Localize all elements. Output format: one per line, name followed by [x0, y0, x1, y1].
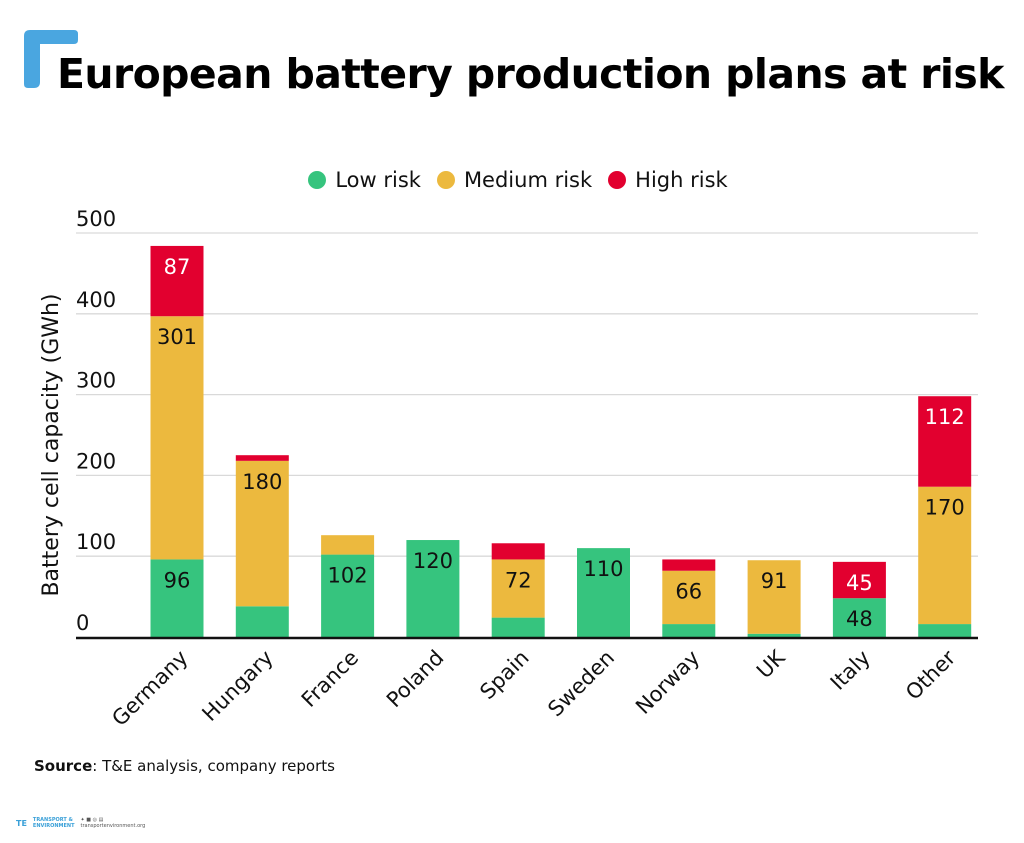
brand-corner-icon: [24, 30, 78, 88]
data-label: 87: [164, 255, 191, 279]
data-label: 48: [846, 607, 873, 631]
bar-segment-high: [918, 396, 972, 487]
bar-segment-low: [662, 624, 716, 637]
bar-segment-low: [491, 617, 545, 637]
data-label: 96: [164, 568, 191, 592]
y-axis-label: Battery cell capacity (GWh): [39, 293, 64, 596]
x-tick-label: UK: [752, 645, 790, 683]
bar-segment-high: [150, 245, 204, 317]
bar-segment-medium: [235, 460, 289, 607]
data-label: 112: [925, 405, 965, 429]
y-axis-ticks: 0 100 200 300 400 500: [76, 207, 116, 635]
y-tick-label: 500: [76, 207, 116, 231]
grid-lines: [76, 232, 978, 557]
legend-dot-medium-icon: [436, 171, 455, 189]
x-tick-label: Spain: [475, 646, 533, 704]
bar-segment-medium: [150, 316, 204, 560]
bar-segment-medium: [918, 486, 972, 625]
source-label: Source: [34, 757, 93, 775]
data-label: 170: [925, 496, 965, 520]
data-label: 66: [675, 580, 702, 604]
y-tick-label: 100: [76, 530, 116, 554]
bar-segment-low: [747, 633, 801, 637]
legend-label: Medium risk: [463, 168, 593, 192]
legend-item-medium: Medium risk: [436, 168, 593, 192]
bar-segment-low: [577, 548, 630, 637]
y-tick-label: 300: [76, 369, 116, 393]
legend-label: Low risk: [335, 168, 421, 192]
data-label: 301: [157, 325, 197, 349]
bar-segment-medium: [491, 559, 545, 618]
te-logo-icon: TE: [16, 818, 27, 828]
data-labels: 96 301 87 180 102 120 72 110 66 91 48 45 170 112: [157, 255, 965, 631]
chart-title: European battery production plans at ris…: [57, 50, 1004, 98]
y-tick-label: 200: [76, 449, 116, 473]
website-link[interactable]: transportenvironment.org: [80, 822, 146, 829]
data-label: 180: [242, 470, 282, 494]
legend-item-high: High risk: [608, 168, 728, 192]
bar-segment-low: [406, 540, 460, 637]
bar-segment-high: [491, 543, 545, 560]
bar-segment-high: [235, 455, 289, 461]
data-label: 102: [328, 564, 368, 588]
bars: [150, 245, 972, 637]
x-tick-label: Italy: [826, 646, 875, 695]
data-label: 91: [761, 569, 788, 593]
data-label: 45: [846, 571, 873, 595]
data-label: 120: [413, 549, 453, 573]
bar-segment-high: [832, 561, 886, 599]
data-label: 110: [583, 557, 623, 581]
stacked-bar-chart: 0 100 200 300 400 500 96 301 87 180 102 120 72 110 66…: [39, 207, 978, 731]
legend-item-low: Low risk: [308, 168, 421, 192]
bar-segment-low: [321, 554, 375, 637]
source-text: : T&E analysis, company reports: [92, 757, 335, 775]
org-name-line2: ENVIRONMENT: [32, 822, 75, 829]
y-tick-label: 400: [76, 288, 116, 312]
legend-dot-low-icon: [308, 171, 327, 189]
y-tick-label: 0: [76, 611, 89, 635]
x-tick-label: France: [297, 646, 363, 712]
data-label: 72: [505, 568, 532, 592]
bar-segment-low: [150, 559, 204, 637]
x-axis-ticks: Germany Hungary France Poland Spain Sweden Nor…: [107, 645, 960, 731]
x-tick-label: Sweden: [543, 646, 619, 722]
x-tick-label: Poland: [382, 646, 449, 713]
bar-segment-low: [918, 624, 972, 637]
bar-segment-low: [832, 598, 886, 637]
social-links[interactable]: ✦ ■ ◎ ▤ transportenvironment.org: [80, 817, 146, 829]
x-tick-label: Hungary: [197, 646, 277, 726]
legend-label: High risk: [635, 168, 728, 192]
footer: TE TRANSPORT & ENVIRONMENT ✦ ■ ◎ ▤ trans…: [16, 817, 146, 829]
source-note: Source: T&E analysis, company reports: [34, 757, 335, 775]
legend-dot-high-icon: [608, 171, 627, 189]
bar-segment-high: [662, 559, 716, 571]
bar-segment-medium: [662, 570, 716, 625]
x-tick-label: Other: [901, 645, 960, 704]
bar-segment-medium: [747, 560, 801, 634]
x-tick-label: Germany: [107, 646, 192, 731]
org-name-line1: TRANSPORT &: [32, 817, 73, 823]
x-tick-label: Norway: [631, 646, 704, 719]
bar-segment-low: [235, 606, 289, 637]
social-icons: ✦ ■ ◎ ▤: [80, 817, 104, 823]
legend: Low risk Medium risk High risk: [0, 168, 1024, 192]
bar-segment-medium: [321, 535, 375, 555]
